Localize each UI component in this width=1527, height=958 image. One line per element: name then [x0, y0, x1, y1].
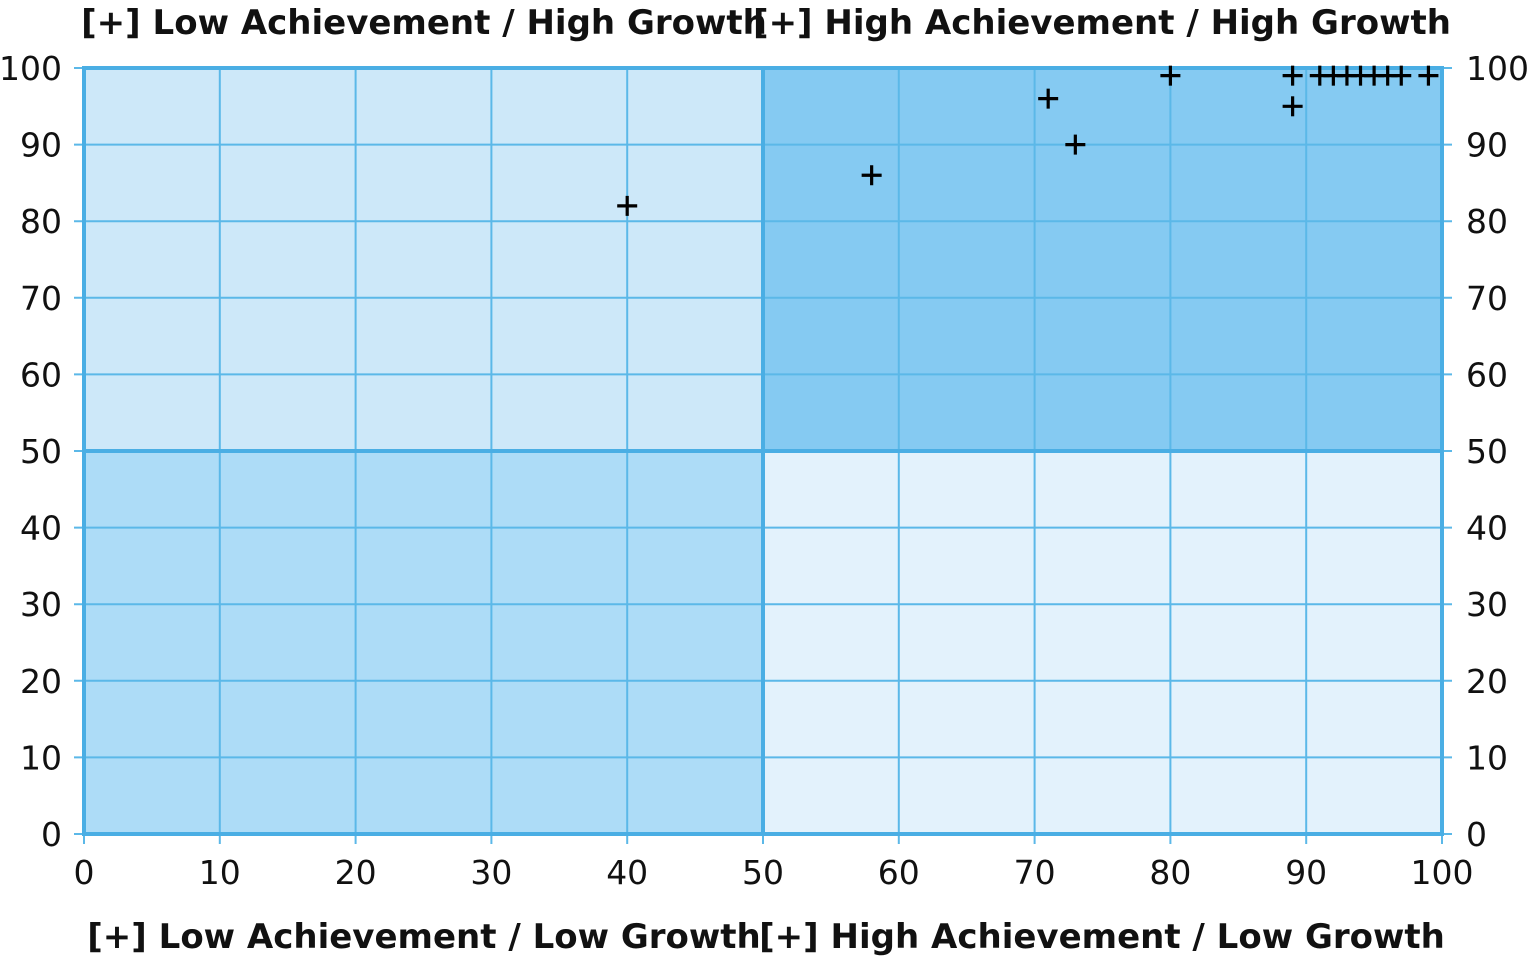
- y-axis-left: 0 10 20 30 40 50 60 70 80 90 100: [0, 49, 62, 854]
- quadrant-dividers: [82, 66, 1444, 836]
- quadrant-top-left: [84, 68, 763, 451]
- y-tick-label-right: 70: [1466, 279, 1508, 318]
- y-tick-label-left: 80: [20, 202, 62, 241]
- y-tick-label-right: 60: [1466, 355, 1508, 394]
- quadrant-backgrounds: [84, 68, 1442, 834]
- x-tick-label: 20: [335, 853, 377, 892]
- quadrant-bottom-left: [84, 451, 763, 834]
- data-point: [1065, 134, 1086, 155]
- data-point: [1391, 65, 1412, 86]
- x-tick-label: 70: [1014, 853, 1056, 892]
- y-tick-label-left: 60: [20, 355, 62, 394]
- y-tick-label-left: 100: [0, 49, 62, 88]
- y-tick-label-left: 10: [20, 738, 62, 777]
- y-tick-label-left: 20: [20, 662, 62, 701]
- x-tick-label: 50: [742, 853, 784, 892]
- data-point: [1282, 65, 1303, 86]
- quadrant-bottom-right: [763, 451, 1442, 834]
- x-tick-label: 30: [470, 853, 512, 892]
- x-tick-label: 60: [878, 853, 920, 892]
- y-tick-label-right: 80: [1466, 202, 1508, 241]
- y-tick-label-right: 30: [1466, 585, 1508, 624]
- y-tick-label-left: 40: [20, 509, 62, 548]
- x-tick-label: 40: [606, 853, 648, 892]
- data-point: [861, 165, 882, 186]
- y-tick-label-left: 0: [41, 815, 62, 854]
- y-tick-label-right: 10: [1466, 738, 1508, 777]
- y-tick-label-right: 100: [1466, 49, 1527, 88]
- x-tick-label: 100: [1411, 853, 1474, 892]
- y-tick-label-right: 90: [1466, 126, 1508, 165]
- y-tick-label-right: 50: [1466, 432, 1508, 471]
- data-point: [1418, 65, 1439, 86]
- y-tick-label-left: 90: [20, 126, 62, 165]
- quadrant-label-top-right: [+] High Achievement / High Growth: [753, 3, 1451, 43]
- y-tick-label-left: 70: [20, 279, 62, 318]
- x-axis: 0 10 20 30 40 50 60 70 80 90 100: [74, 853, 1474, 892]
- quadrant-label-bottom-right: [+] High Achievement / Low Growth: [759, 917, 1445, 957]
- y-tick-label-left: 50: [20, 432, 62, 471]
- x-tick-label: 10: [199, 853, 241, 892]
- data-point: [1038, 88, 1059, 109]
- y-axis-right: 0 10 20 30 40 50 60 70 80 90 100: [1466, 49, 1527, 854]
- data-point: [617, 195, 638, 216]
- quadrant-top-right: [763, 68, 1442, 451]
- quadrant-label-top-left: [+] Low Achievement / High Growth: [81, 3, 767, 43]
- quadrant-label-bottom-left: [+] Low Achievement / Low Growth: [87, 917, 761, 957]
- x-tick-label: 0: [74, 853, 95, 892]
- y-tick-label-left: 30: [20, 585, 62, 624]
- y-tick-label-right: 20: [1466, 662, 1508, 701]
- x-tick-label: 80: [1149, 853, 1191, 892]
- y-tick-label-right: 0: [1466, 815, 1487, 854]
- x-tick-label: 90: [1285, 853, 1327, 892]
- data-point: [1160, 65, 1181, 86]
- y-tick-label-right: 40: [1466, 509, 1508, 548]
- data-point: [1282, 96, 1303, 117]
- data-points: [617, 65, 1439, 216]
